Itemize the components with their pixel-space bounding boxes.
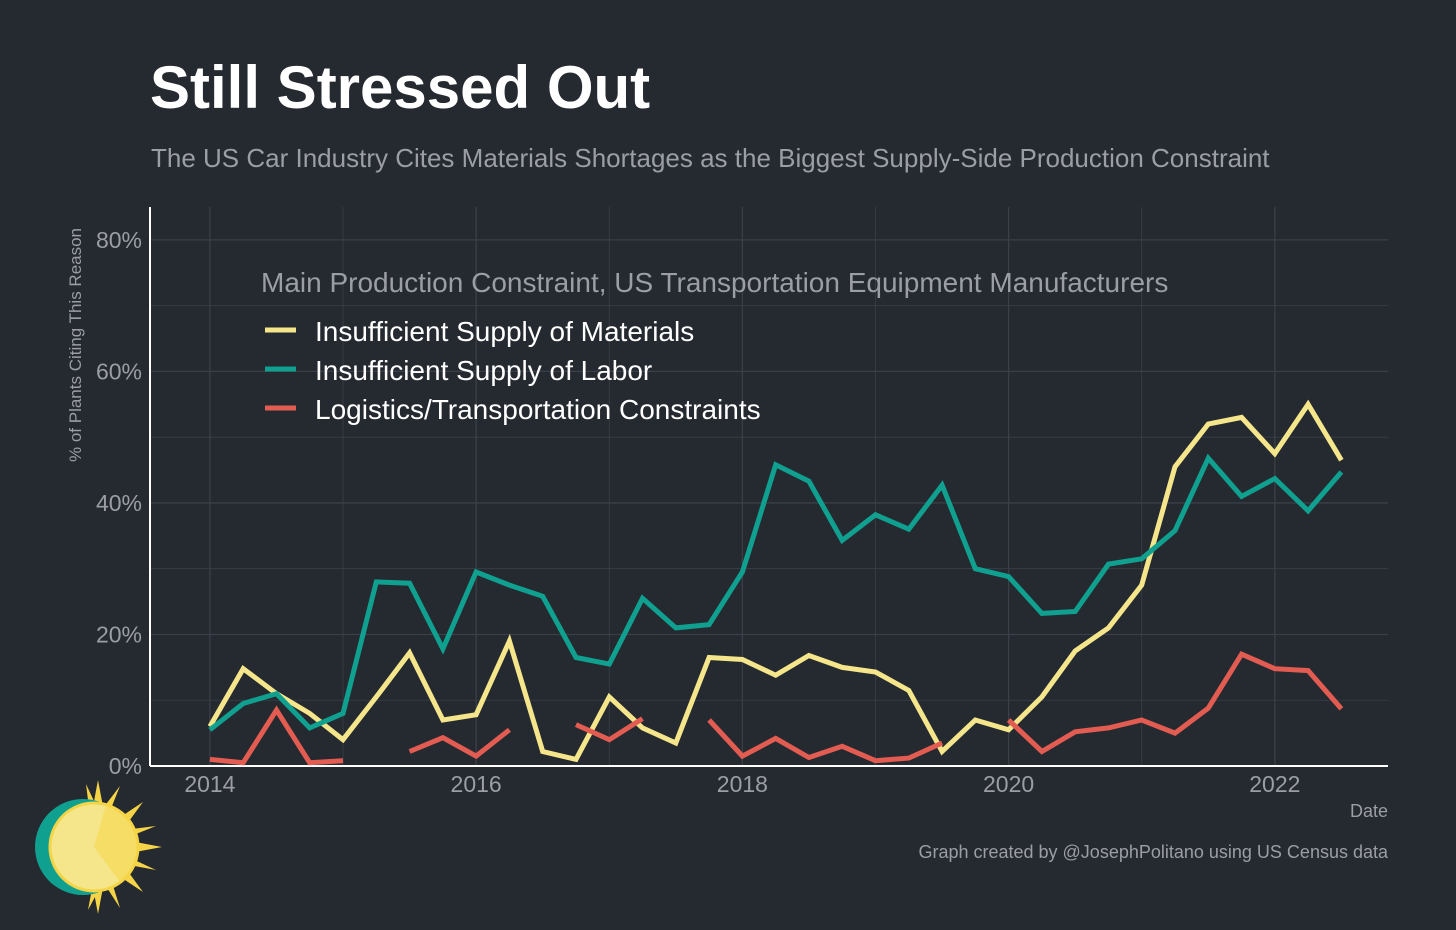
sun-logo-icon bbox=[35, 780, 162, 914]
grid-lines bbox=[150, 207, 1388, 766]
y-tick-label: 0% bbox=[109, 753, 142, 779]
y-tick-label: 80% bbox=[96, 227, 142, 253]
x-tick-label: 2016 bbox=[451, 771, 502, 797]
y-tick-label: 20% bbox=[96, 621, 142, 647]
series-lines bbox=[207, 399, 1344, 766]
legend-label: Logistics/Transportation Constraints bbox=[315, 394, 761, 425]
x-tick-labels: 2014 2016 2018 2020 2022 bbox=[184, 771, 1300, 797]
source-caption: Graph created by @JosephPolitano using U… bbox=[918, 842, 1388, 862]
y-tick-label: 40% bbox=[96, 490, 142, 516]
x-tick-label: 2018 bbox=[717, 771, 768, 797]
series-line-1 bbox=[207, 399, 1344, 763]
chart-subtitle: The US Car Industry Cites Materials Shor… bbox=[151, 143, 1270, 173]
x-tick-label: 2020 bbox=[983, 771, 1034, 797]
series-line-2 bbox=[208, 453, 1344, 732]
y-tick-labels: 0% 20% 40% 60% 80% bbox=[96, 227, 142, 779]
legend-label: Insufficient Supply of Labor bbox=[315, 355, 652, 386]
chart-title: Still Stressed Out bbox=[150, 54, 651, 121]
legend: Main Production Constraint, US Transport… bbox=[261, 267, 1168, 425]
legend-title: Main Production Constraint, US Transport… bbox=[261, 267, 1168, 298]
series-line-3 bbox=[209, 651, 1344, 766]
legend-label: Insufficient Supply of Materials bbox=[315, 316, 694, 347]
axes bbox=[149, 207, 1388, 767]
x-tick-label: 2022 bbox=[1249, 771, 1300, 797]
x-axis-label: Date bbox=[1350, 801, 1388, 821]
y-tick-label: 60% bbox=[96, 358, 142, 384]
x-tick-label: 2014 bbox=[184, 771, 235, 797]
y-axis-label: % of Plants Citing This Reason bbox=[66, 228, 85, 462]
